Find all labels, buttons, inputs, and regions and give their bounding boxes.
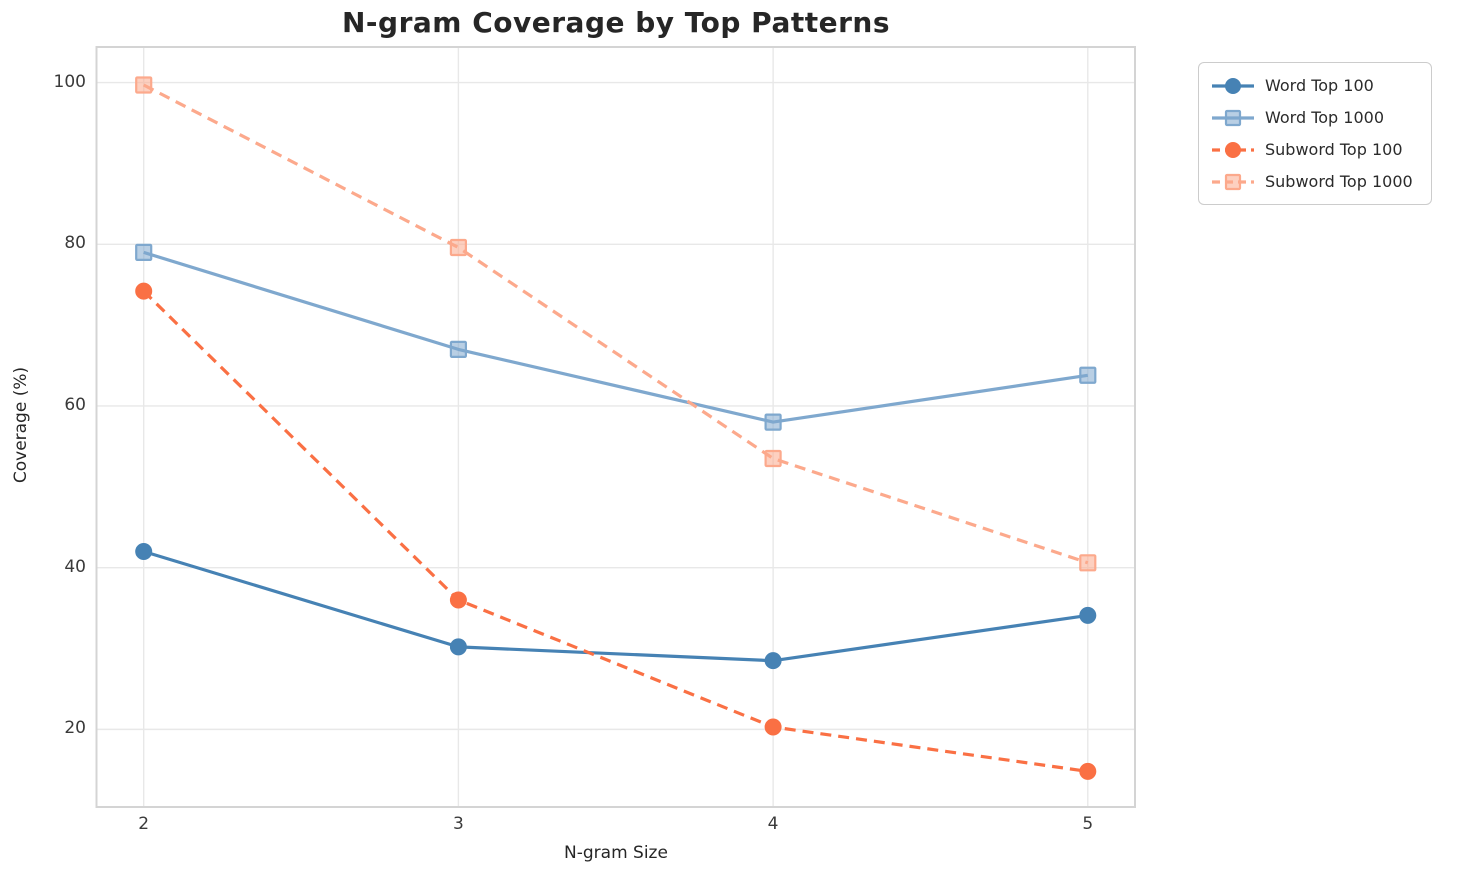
data-point-marker <box>449 591 467 609</box>
legend-swatch <box>1212 173 1254 190</box>
x-axis-label: N-gram Size <box>564 843 668 863</box>
x-tick-label: 3 <box>452 814 464 834</box>
y-tick-label: 20 <box>64 718 86 739</box>
y-tick-label: 80 <box>64 233 86 254</box>
legend-label: Word Top 100 <box>1265 76 1374 95</box>
data-point-marker <box>764 652 782 670</box>
chart-title: N-gram Coverage by Top Patterns <box>341 6 891 39</box>
data-point-marker <box>1079 366 1097 384</box>
x-tick-label: 2 <box>138 814 150 834</box>
data-point-marker <box>1079 606 1097 624</box>
data-point-marker <box>135 243 153 261</box>
legend: Word Top 100 Word Top 1000 Subword Top 100… <box>1198 62 1432 205</box>
legend-item-subword-top-1000: Subword Top 1000 <box>1211 169 1413 194</box>
y-tick-label: 60 <box>64 394 86 415</box>
legend-item-word-top-100: Word Top 100 <box>1211 73 1413 98</box>
legend-item-subword-top-100: Subword Top 100 <box>1211 137 1413 162</box>
legend-item-word-top-1000: Word Top 1000 <box>1211 105 1413 130</box>
legend-swatch <box>1212 141 1254 158</box>
data-point-marker <box>1079 554 1097 572</box>
data-point-marker <box>449 638 467 656</box>
legend-label: Subword Top 1000 <box>1265 172 1413 191</box>
data-point-marker <box>1079 762 1097 780</box>
series-line-1 <box>143 549 1089 663</box>
legend-swatch <box>1212 109 1254 126</box>
data-point-marker <box>764 718 782 736</box>
series-line-4 <box>142 83 1089 565</box>
data-point-marker <box>764 449 782 468</box>
y-tick-label: 100 <box>53 71 86 92</box>
legend-label: Subword Top 100 <box>1265 140 1403 159</box>
y-axis-label: Coverage (%) <box>11 366 31 484</box>
data-point-marker <box>135 282 153 300</box>
data-point-marker <box>135 543 153 561</box>
plot-border <box>95 46 1136 808</box>
data-point-marker <box>449 238 468 257</box>
series-line-2 <box>143 250 1089 424</box>
data-point-marker <box>135 76 153 94</box>
y-tick-label: 40 <box>64 556 86 577</box>
legend-swatch <box>1212 77 1254 94</box>
data-point-marker <box>764 413 782 431</box>
legend-label: Word Top 1000 <box>1265 108 1385 127</box>
x-tick-label: 4 <box>767 814 779 834</box>
data-point-marker <box>449 340 468 358</box>
x-tick-label: 5 <box>1082 814 1094 834</box>
series-line-3 <box>142 290 1089 773</box>
